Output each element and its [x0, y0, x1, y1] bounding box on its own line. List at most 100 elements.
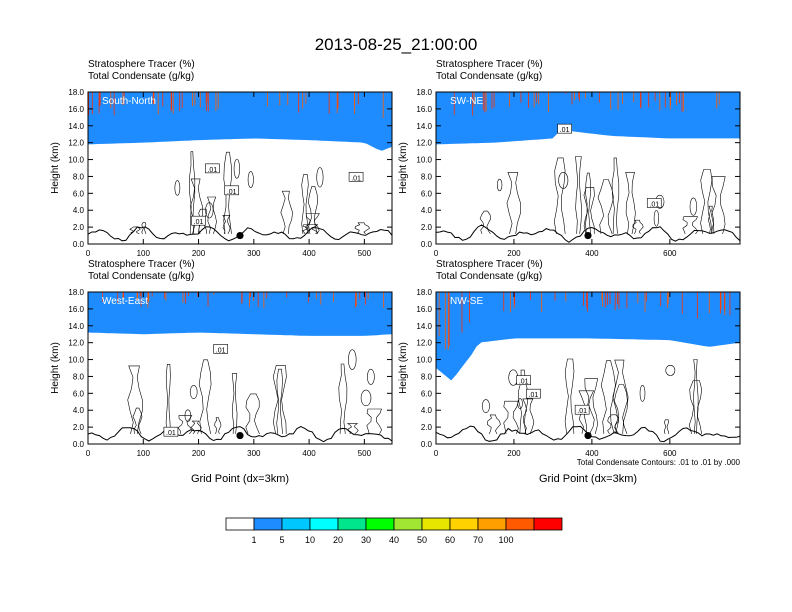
condensate-contour — [354, 222, 370, 235]
contour-label-box — [205, 163, 220, 174]
condensate-contour — [305, 213, 320, 235]
y-tick-label: 18.0 — [68, 88, 84, 97]
contour-label: .01 — [519, 379, 529, 386]
y-tick-label: 18.0 — [68, 288, 84, 297]
panel-header-tracer: Stratosphere Tracer (%) — [436, 59, 543, 70]
colorbar-label: 50 — [417, 535, 427, 545]
x-tick-label: 0 — [86, 449, 91, 458]
condensate-contour — [188, 151, 196, 234]
x-tick-label: 0 — [86, 249, 91, 258]
condensate-contour — [247, 171, 254, 188]
contour-label-box — [348, 171, 364, 182]
contour-label: .01 — [560, 127, 570, 134]
panel-south-north: Stratosphere Tracer (%)Total Condensate … — [50, 59, 393, 258]
contour-label: .01 — [351, 175, 361, 182]
condensate-contour — [479, 210, 492, 235]
x-tick-label: 200 — [507, 449, 521, 458]
contour-label: .01 — [166, 430, 176, 437]
x-tick-label: 600 — [663, 449, 677, 458]
colorbar-swatch — [365, 517, 395, 531]
contour-label: .01 — [227, 189, 237, 196]
condensate-contour — [207, 196, 217, 234]
contour-label-box — [646, 198, 662, 208]
condensate-contour — [338, 363, 348, 434]
condensate-contour — [189, 178, 203, 234]
colorbar-label: 20 — [333, 535, 343, 545]
panel-header-condensate: Total Condensate (g/kg) — [436, 271, 542, 282]
y-tick-label: 2.0 — [73, 223, 85, 232]
condensate-contour — [165, 364, 171, 434]
condensate-contour — [184, 409, 192, 422]
colorbar-swatch — [477, 517, 507, 531]
tracer-band — [88, 92, 392, 151]
y-tick-label: 0.0 — [73, 240, 85, 249]
plot-frame — [435, 91, 741, 245]
condensate-contour — [307, 186, 319, 234]
panel-label: West-East — [102, 296, 148, 307]
x-tick-label: 200 — [507, 249, 521, 258]
contour-label-box — [163, 426, 179, 437]
panel-header-condensate: Total Condensate (g/kg) — [88, 71, 194, 82]
contour-label: .01 — [216, 347, 226, 354]
contour-label: .01 — [577, 408, 587, 415]
colorbar-label: 1 — [251, 535, 256, 545]
condensate-contour — [486, 414, 501, 435]
y-tick-label: 6.0 — [421, 189, 433, 198]
condensate-contour — [522, 398, 535, 435]
y-tick-label: 16.0 — [416, 305, 432, 314]
condensate-contour — [205, 202, 214, 219]
condensate-contour — [583, 187, 595, 234]
contour-label-box — [191, 215, 206, 226]
y-tick-label: 4.0 — [73, 406, 85, 415]
y-tick-label: 14.0 — [416, 322, 432, 331]
location-marker — [236, 231, 244, 240]
x-tick-label: 400 — [585, 449, 599, 458]
colorbar-label: 5 — [279, 535, 284, 545]
condensate-contour — [280, 190, 293, 234]
condensate-contour — [682, 216, 698, 235]
contour-label-box — [213, 344, 228, 354]
colorbar-label: 100 — [498, 535, 513, 545]
colorbar-swatch — [421, 517, 451, 531]
condensate-contour — [518, 369, 528, 434]
x-tick-label: 0 — [434, 249, 439, 258]
y-tick-label: 10.0 — [68, 156, 84, 165]
y-axis-label: Height (km) — [398, 142, 409, 194]
condensate-contour — [141, 222, 147, 234]
condensate-contour — [607, 414, 619, 435]
y-tick-label: 10.0 — [68, 356, 84, 365]
y-tick-label: 8.0 — [421, 372, 433, 381]
panels-container: Stratosphere Tracer (%)Total Condensate … — [50, 59, 741, 485]
condensate-contour — [564, 358, 575, 434]
y-tick-label: 14.0 — [416, 122, 432, 131]
contour-label-box — [224, 185, 240, 196]
condensate-contour — [632, 219, 644, 235]
terrain-line — [436, 224, 740, 243]
colorbar-swatch — [309, 517, 339, 531]
y-tick-label: 18.0 — [416, 88, 432, 97]
condensate-contour — [553, 157, 566, 234]
panel-header-tracer: Stratosphere Tracer (%) — [436, 259, 543, 270]
tracer-band — [88, 292, 392, 336]
plot-frame — [435, 291, 741, 445]
condensate-contour — [613, 384, 628, 434]
condensate-contour — [276, 368, 283, 434]
y-tick-label: 4.0 — [421, 406, 433, 415]
colorbar-swatch — [337, 517, 367, 531]
condensate-contour — [481, 399, 490, 413]
panel-west-east: Stratosphere Tracer (%)Total Condensate … — [50, 259, 393, 485]
y-tick-label: 16.0 — [416, 105, 432, 114]
condensate-contour — [174, 180, 181, 196]
figure-title: 2013-08-25_21:00:00 — [315, 35, 478, 54]
colorbar-swatch — [253, 517, 283, 531]
colorbar-swatch — [225, 517, 255, 531]
condensate-contour — [223, 151, 232, 234]
condensate-contour — [653, 210, 660, 227]
colorbar-label: 60 — [445, 535, 455, 545]
x-tick-label: 600 — [663, 249, 677, 258]
y-axis-label: Height (km) — [398, 342, 409, 394]
condensate-contour — [316, 167, 324, 188]
condensate-contour — [496, 178, 503, 192]
x-tick-label: 300 — [247, 249, 261, 258]
